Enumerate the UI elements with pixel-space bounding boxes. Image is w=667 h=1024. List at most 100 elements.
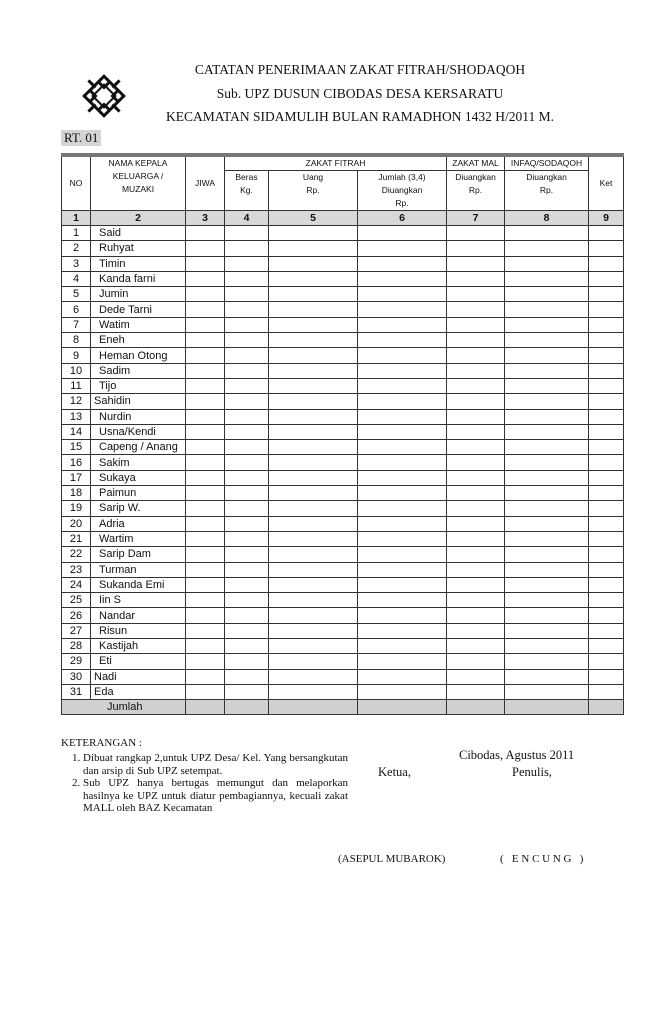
data-cell[interactable] — [504, 439, 590, 456]
data-cell[interactable] — [185, 240, 225, 257]
data-cell[interactable] — [588, 347, 625, 364]
data-cell[interactable] — [268, 561, 358, 578]
data-cell[interactable] — [588, 485, 625, 502]
data-cell[interactable] — [224, 255, 269, 272]
data-cell[interactable] — [446, 332, 506, 349]
data-cell[interactable] — [268, 270, 358, 288]
data-cell[interactable] — [504, 576, 590, 594]
data-cell[interactable] — [446, 255, 506, 272]
data-cell[interactable] — [504, 408, 590, 425]
data-cell[interactable] — [588, 683, 625, 701]
data-cell[interactable] — [224, 301, 269, 318]
data-cell[interactable] — [268, 347, 358, 364]
data-cell[interactable] — [446, 377, 506, 395]
data-cell[interactable] — [224, 454, 269, 471]
data-cell[interactable] — [224, 622, 269, 640]
data-cell[interactable] — [356, 332, 448, 349]
data-cell[interactable] — [224, 362, 269, 379]
data-cell[interactable] — [446, 224, 506, 242]
data-cell[interactable] — [356, 561, 448, 578]
data-cell[interactable] — [185, 286, 225, 303]
data-cell[interactable] — [224, 653, 269, 670]
data-cell[interactable] — [268, 393, 358, 410]
data-cell[interactable] — [268, 423, 358, 441]
data-cell[interactable] — [185, 347, 225, 364]
data-cell[interactable] — [356, 638, 448, 655]
data-cell[interactable] — [588, 408, 625, 425]
data-cell[interactable] — [588, 607, 625, 624]
data-cell[interactable] — [504, 530, 590, 548]
data-cell[interactable] — [224, 439, 269, 456]
data-cell[interactable] — [356, 454, 448, 471]
total-cell[interactable] — [588, 699, 625, 716]
data-cell[interactable] — [356, 683, 448, 701]
data-cell[interactable] — [268, 653, 358, 670]
data-cell[interactable] — [224, 332, 269, 349]
data-cell[interactable] — [588, 592, 625, 609]
data-cell[interactable] — [185, 332, 225, 349]
data-cell[interactable] — [504, 255, 590, 272]
data-cell[interactable] — [588, 638, 625, 655]
data-cell[interactable] — [224, 316, 269, 334]
data-cell[interactable] — [504, 423, 590, 441]
data-cell[interactable] — [185, 576, 225, 594]
data-cell[interactable] — [446, 546, 506, 563]
data-cell[interactable] — [588, 546, 625, 563]
data-cell[interactable] — [185, 439, 225, 456]
data-cell[interactable] — [224, 469, 269, 487]
data-cell[interactable] — [268, 622, 358, 640]
data-cell[interactable] — [185, 546, 225, 563]
data-cell[interactable] — [185, 423, 225, 441]
data-cell[interactable] — [504, 240, 590, 257]
data-cell[interactable] — [446, 270, 506, 288]
data-cell[interactable] — [504, 224, 590, 242]
data-cell[interactable] — [268, 408, 358, 425]
data-cell[interactable] — [185, 362, 225, 379]
data-cell[interactable] — [588, 500, 625, 517]
total-cell[interactable] — [185, 699, 225, 716]
data-cell[interactable] — [268, 377, 358, 395]
data-cell[interactable] — [268, 224, 358, 242]
data-cell[interactable] — [268, 255, 358, 272]
data-cell[interactable] — [446, 683, 506, 701]
data-cell[interactable] — [224, 240, 269, 257]
data-cell[interactable] — [588, 515, 625, 532]
data-cell[interactable] — [185, 408, 225, 425]
data-cell[interactable] — [504, 362, 590, 379]
data-cell[interactable] — [224, 485, 269, 502]
total-cell[interactable] — [268, 699, 358, 716]
data-cell[interactable] — [446, 347, 506, 364]
data-cell[interactable] — [224, 270, 269, 288]
data-cell[interactable] — [224, 607, 269, 624]
data-cell[interactable] — [446, 454, 506, 471]
data-cell[interactable] — [185, 683, 225, 701]
data-cell[interactable] — [185, 622, 225, 640]
data-cell[interactable] — [224, 224, 269, 242]
data-cell[interactable] — [224, 347, 269, 364]
data-cell[interactable] — [356, 393, 448, 410]
data-cell[interactable] — [588, 393, 625, 410]
data-cell[interactable] — [185, 316, 225, 334]
data-cell[interactable] — [588, 469, 625, 487]
data-cell[interactable] — [504, 332, 590, 349]
data-cell[interactable] — [268, 362, 358, 379]
data-cell[interactable] — [268, 500, 358, 517]
data-cell[interactable] — [224, 408, 269, 425]
data-cell[interactable] — [224, 683, 269, 701]
data-cell[interactable] — [268, 683, 358, 701]
data-cell[interactable] — [224, 500, 269, 517]
data-cell[interactable] — [504, 683, 590, 701]
data-cell[interactable] — [504, 377, 590, 395]
data-cell[interactable] — [268, 454, 358, 471]
data-cell[interactable] — [446, 576, 506, 594]
data-cell[interactable] — [588, 270, 625, 288]
data-cell[interactable] — [588, 454, 625, 471]
data-cell[interactable] — [504, 270, 590, 288]
data-cell[interactable] — [356, 408, 448, 425]
data-cell[interactable] — [504, 607, 590, 624]
data-cell[interactable] — [446, 500, 506, 517]
data-cell[interactable] — [185, 668, 225, 685]
data-cell[interactable] — [356, 607, 448, 624]
data-cell[interactable] — [268, 485, 358, 502]
data-cell[interactable] — [446, 408, 506, 425]
